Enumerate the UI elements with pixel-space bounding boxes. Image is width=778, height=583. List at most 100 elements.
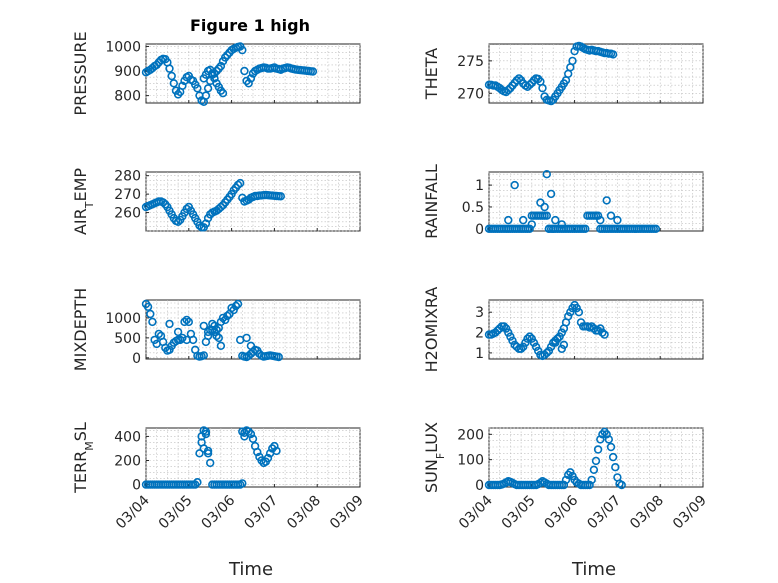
data-point	[542, 211, 551, 220]
data-point	[525, 332, 534, 341]
data-points	[141, 299, 283, 362]
data-point	[308, 67, 318, 76]
data-points	[484, 300, 609, 361]
data-point	[506, 332, 515, 341]
y-axis-label-part: LUX	[422, 422, 441, 453]
data-point	[531, 342, 541, 351]
data-point	[210, 327, 219, 337]
y-tick-label: 3	[475, 305, 484, 321]
y-tick-label: 0	[132, 478, 141, 494]
data-point	[199, 321, 209, 331]
y-tick-label: 400	[114, 429, 141, 445]
data-points	[141, 426, 281, 489]
data-point	[512, 76, 521, 85]
data-point	[514, 74, 524, 83]
data-point	[518, 342, 528, 351]
y-axis-label-part: PRESSURE	[71, 31, 90, 115]
y-tick-label: 200	[457, 427, 484, 443]
data-point	[246, 341, 256, 350]
data-point	[191, 480, 200, 489]
y-axis-label-part: SL	[71, 422, 90, 441]
data-point	[242, 333, 251, 343]
data-point	[504, 328, 513, 337]
data-point	[504, 85, 513, 95]
data-point	[536, 198, 545, 207]
data-points	[141, 42, 318, 107]
data-point	[212, 331, 221, 341]
data-point	[651, 224, 661, 234]
subplot-h2omixra: 1 2 3 H2OMIXRA	[422, 287, 704, 373]
y-tick-label: 1	[475, 178, 484, 194]
data-point	[199, 444, 209, 453]
data-point	[238, 479, 247, 488]
data-point	[546, 189, 556, 199]
y-axis-label: MIXDEPTH	[71, 288, 90, 371]
data-point	[525, 224, 534, 234]
data-point	[521, 338, 530, 347]
y-axis-label: RAINFALL	[422, 164, 441, 239]
data-point	[214, 333, 224, 343]
data-point	[270, 441, 279, 451]
data-point	[551, 215, 560, 225]
data-point	[167, 71, 176, 81]
data-point	[518, 215, 528, 225]
data-point	[263, 453, 273, 463]
data-point	[193, 84, 202, 93]
subplot-theta: 270 275 THETA	[422, 41, 704, 106]
data-point	[596, 435, 605, 444]
data-point	[611, 463, 620, 472]
y-tick-label: 800	[114, 89, 141, 105]
data-point	[221, 315, 230, 325]
data-point	[501, 324, 511, 333]
data-point	[593, 445, 603, 454]
data-point	[574, 308, 584, 317]
y-tick-label: 270	[457, 86, 484, 102]
data-point	[240, 66, 249, 76]
data-point	[587, 475, 596, 485]
data-point	[244, 79, 253, 88]
data-point	[201, 427, 211, 436]
data-point	[613, 215, 622, 225]
data-point	[617, 480, 626, 490]
data-point	[589, 465, 599, 474]
data-point	[557, 220, 566, 229]
data-point	[566, 308, 575, 317]
data-point	[208, 325, 217, 335]
data-point	[527, 334, 536, 343]
data-point	[236, 178, 245, 188]
data-point	[199, 351, 209, 360]
data-point	[208, 69, 217, 78]
data-point	[542, 170, 551, 179]
y-tick-label: 100	[457, 453, 484, 469]
data-point	[216, 61, 226, 71]
data-point	[508, 336, 517, 345]
data-point	[557, 344, 566, 353]
data-point	[180, 317, 189, 327]
y-tick-label: 275	[457, 54, 484, 70]
data-point	[540, 202, 549, 212]
data-point	[195, 449, 204, 458]
data-point	[201, 91, 211, 100]
data-point	[216, 202, 226, 212]
data-point	[184, 317, 194, 327]
subplot-pressure: 800 900 1000 PRESSURE	[71, 31, 361, 116]
data-point	[602, 196, 611, 205]
y-axis-label-sub: F	[434, 453, 447, 459]
y-axis-label-part: H2OMIXRA	[422, 287, 441, 373]
data-point	[216, 341, 226, 350]
data-point	[499, 322, 509, 331]
data-points	[484, 41, 618, 106]
data-point	[568, 56, 577, 66]
data-point	[216, 317, 226, 327]
y-axis-label: H2OMIXRA	[422, 287, 441, 373]
data-point	[173, 217, 183, 227]
data-point	[210, 74, 219, 83]
y-tick-label: 260	[114, 206, 141, 222]
data-point	[178, 81, 187, 91]
data-point	[240, 428, 249, 437]
data-point	[504, 215, 513, 225]
data-point	[248, 434, 258, 443]
data-point	[173, 327, 183, 337]
y-tick-label: 500	[114, 331, 141, 347]
y-tick-label: 1000	[105, 311, 141, 327]
